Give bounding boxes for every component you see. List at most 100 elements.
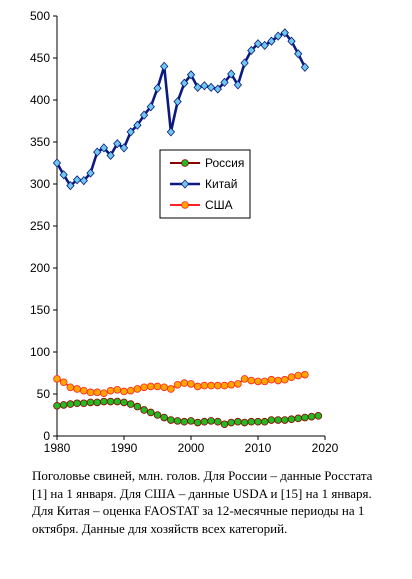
legend-swatch-marker — [182, 160, 189, 167]
chart: 0 50 100 150 200 250 300 350 400 450 500 1980 1990 2… — [0, 0, 412, 460]
data-point — [54, 402, 61, 409]
data-point — [241, 419, 248, 426]
data-point — [168, 417, 175, 424]
plot-area — [53, 29, 321, 428]
data-point — [221, 421, 228, 428]
y-tick-label: 200 — [30, 261, 50, 275]
x-tick-label: 1980 — [44, 441, 71, 455]
data-point — [114, 386, 121, 393]
data-point — [87, 399, 94, 406]
data-point — [114, 398, 121, 405]
data-point — [174, 381, 181, 388]
figure-caption: Поголовье свиней, млн. голов. Для России… — [32, 467, 384, 537]
data-point — [80, 387, 87, 394]
data-point — [295, 372, 302, 379]
legend: РоссияКитайСША — [160, 150, 250, 218]
data-point — [60, 402, 67, 409]
x-axis-ticks: 1980 1990 2000 2010 2020 — [44, 436, 339, 455]
data-point — [121, 388, 128, 395]
data-point — [248, 418, 255, 425]
data-point — [295, 415, 302, 422]
data-point — [281, 376, 288, 383]
data-point — [94, 399, 101, 406]
data-point — [315, 412, 322, 419]
data-point — [268, 376, 275, 383]
data-point — [228, 381, 235, 388]
data-point — [54, 375, 61, 382]
data-point — [94, 389, 101, 396]
data-point — [261, 418, 268, 425]
data-point — [228, 419, 235, 426]
series-2 — [54, 371, 309, 396]
data-point — [141, 407, 148, 414]
data-point — [201, 82, 208, 90]
data-point — [181, 418, 188, 425]
data-point — [127, 387, 134, 394]
y-axis-ticks: 0 50 100 150 200 250 300 350 400 450 500 — [30, 9, 57, 443]
data-point — [127, 401, 134, 408]
data-point — [255, 418, 262, 425]
y-tick-label: 100 — [30, 345, 50, 359]
data-point — [101, 390, 108, 397]
legend-label: США — [205, 198, 233, 212]
data-point — [214, 382, 221, 389]
x-tick-label: 2010 — [245, 441, 272, 455]
y-tick-label: 300 — [30, 177, 50, 191]
data-point — [208, 83, 215, 91]
data-point — [208, 417, 215, 424]
data-point — [74, 386, 81, 393]
data-point — [168, 386, 175, 393]
data-point — [201, 382, 208, 389]
data-point — [174, 417, 181, 424]
y-tick-label: 450 — [30, 51, 50, 65]
data-point — [80, 400, 87, 407]
data-point — [154, 84, 161, 92]
data-point — [288, 416, 295, 423]
data-point — [214, 418, 221, 425]
data-point — [281, 417, 288, 424]
data-point — [147, 409, 154, 416]
data-point — [288, 374, 295, 381]
x-tick-label: 2020 — [312, 441, 339, 455]
legend-label: Китай — [205, 177, 237, 191]
data-point — [141, 384, 148, 391]
data-point — [181, 380, 188, 387]
data-point — [302, 414, 309, 421]
data-point — [248, 377, 255, 384]
data-point — [255, 378, 262, 385]
data-point — [235, 418, 242, 425]
data-point — [174, 98, 181, 106]
y-tick-label: 150 — [30, 303, 50, 317]
data-point — [134, 403, 141, 410]
data-point — [67, 384, 74, 391]
series-0 — [54, 398, 322, 427]
data-point — [275, 377, 282, 384]
data-point — [134, 386, 141, 393]
data-point — [161, 414, 168, 421]
data-point — [275, 417, 282, 424]
data-point — [161, 384, 168, 391]
data-point — [74, 400, 81, 407]
data-point — [154, 383, 161, 390]
data-point — [268, 417, 275, 424]
x-tick-label: 2000 — [178, 441, 205, 455]
x-tick-label: 1990 — [111, 441, 138, 455]
data-point — [235, 381, 242, 388]
data-point — [147, 383, 154, 390]
data-point — [107, 398, 114, 405]
data-point — [261, 378, 268, 385]
y-tick-label: 400 — [30, 93, 50, 107]
data-point — [188, 417, 195, 424]
data-point — [221, 382, 228, 389]
data-point — [167, 128, 174, 136]
data-point — [241, 375, 248, 382]
data-point — [308, 413, 315, 420]
data-point — [208, 382, 215, 389]
y-tick-label: 350 — [30, 135, 50, 149]
legend-swatch-marker — [182, 202, 189, 209]
data-point — [101, 398, 108, 405]
y-tick-label: 250 — [30, 219, 50, 233]
data-point — [188, 381, 195, 388]
y-tick-label: 500 — [30, 9, 50, 23]
data-point — [121, 399, 128, 406]
